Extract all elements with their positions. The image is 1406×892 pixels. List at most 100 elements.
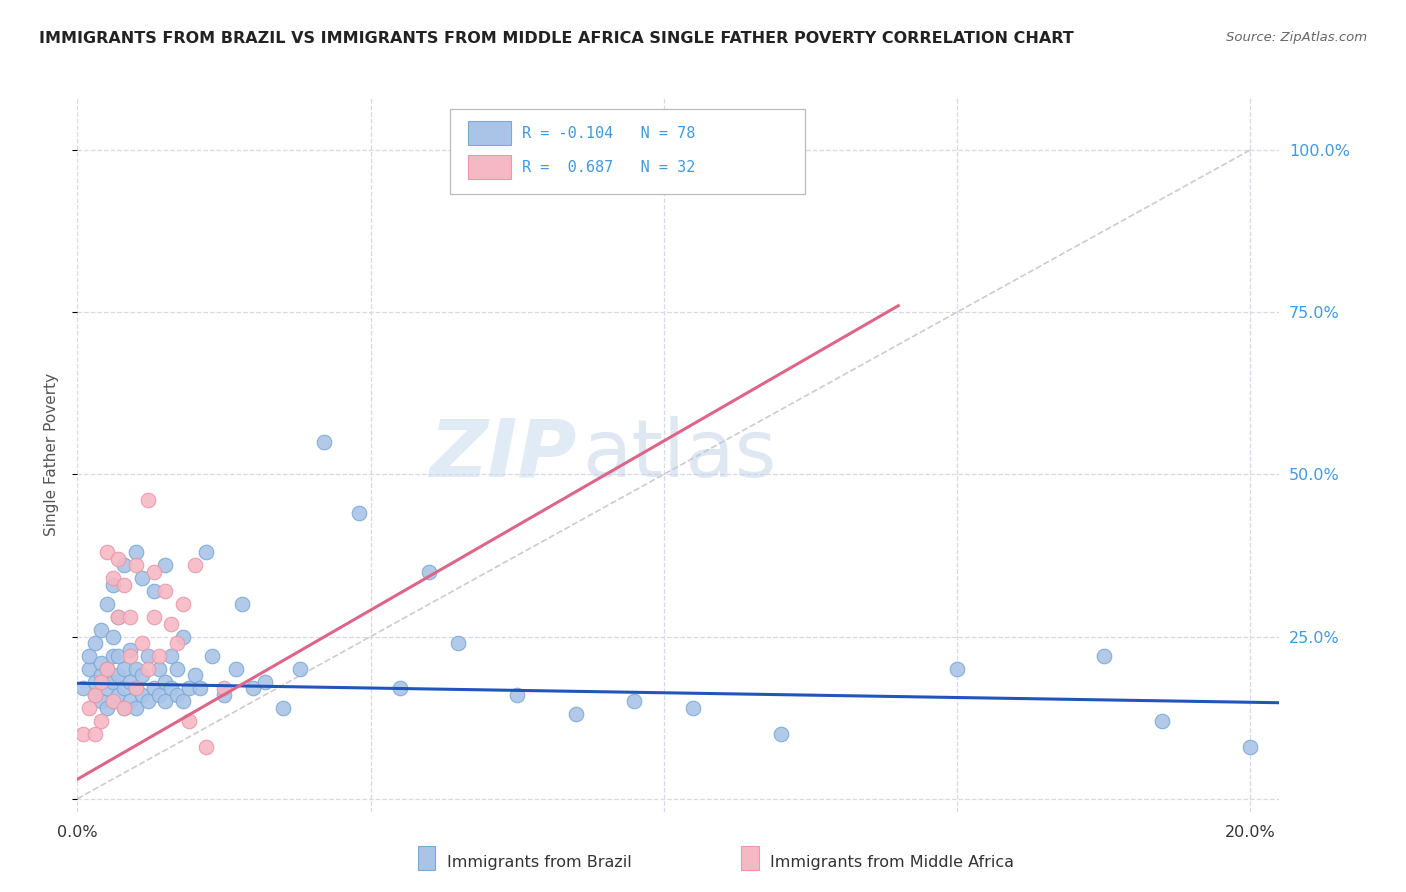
Point <box>190 681 212 696</box>
Point <box>125 681 148 696</box>
Point <box>90 623 112 637</box>
Point <box>172 694 194 708</box>
Point <box>101 694 124 708</box>
Point <box>148 688 170 702</box>
Point <box>166 662 188 676</box>
Point <box>565 707 588 722</box>
Point <box>90 694 112 708</box>
FancyBboxPatch shape <box>450 109 804 194</box>
Point <box>77 701 100 715</box>
Point <box>142 610 165 624</box>
Point <box>148 648 170 663</box>
Text: ZIP: ZIP <box>429 416 576 494</box>
Point <box>136 694 159 708</box>
Point <box>166 688 188 702</box>
Point <box>1152 714 1174 728</box>
Point <box>155 675 177 690</box>
Point <box>142 681 165 696</box>
Point <box>242 681 264 696</box>
Text: Immigrants from Brazil: Immigrants from Brazil <box>447 855 631 870</box>
Point <box>231 597 253 611</box>
Y-axis label: Single Father Poverty: Single Father Poverty <box>44 374 59 536</box>
Point <box>84 675 107 690</box>
Point <box>112 701 135 715</box>
Point <box>90 675 112 690</box>
Point <box>177 681 200 696</box>
Point <box>84 636 107 650</box>
Point <box>136 493 159 508</box>
Point <box>107 648 129 663</box>
Point <box>160 616 183 631</box>
Point <box>682 701 704 715</box>
Point <box>125 681 148 696</box>
Point <box>112 701 135 715</box>
Point <box>84 688 107 702</box>
Point <box>90 714 112 728</box>
Point <box>148 662 170 676</box>
Point <box>96 662 118 676</box>
Point <box>312 434 335 449</box>
Point <box>155 558 177 573</box>
Point <box>84 688 107 702</box>
Point <box>172 630 194 644</box>
Point <box>107 668 129 682</box>
Text: IMMIGRANTS FROM BRAZIL VS IMMIGRANTS FROM MIDDLE AFRICA SINGLE FATHER POVERTY CO: IMMIGRANTS FROM BRAZIL VS IMMIGRANTS FRO… <box>39 31 1074 46</box>
Point <box>120 642 142 657</box>
Point <box>120 675 142 690</box>
Point <box>107 688 129 702</box>
Point <box>142 565 165 579</box>
Point <box>112 681 135 696</box>
Point <box>107 610 129 624</box>
Point <box>131 636 153 650</box>
Point <box>96 545 118 559</box>
Point <box>77 662 100 676</box>
Point <box>101 571 124 585</box>
Point <box>96 701 118 715</box>
Point <box>506 688 529 702</box>
Point <box>84 727 107 741</box>
Point <box>120 610 142 624</box>
Point <box>142 584 165 599</box>
Point <box>112 577 135 591</box>
FancyBboxPatch shape <box>468 155 512 179</box>
Text: Immigrants from Middle Africa: Immigrants from Middle Africa <box>770 855 1015 870</box>
Point <box>177 714 200 728</box>
Point <box>131 668 153 682</box>
Point <box>155 584 177 599</box>
Point <box>212 688 235 702</box>
Point <box>120 694 142 708</box>
Point <box>101 675 124 690</box>
Point <box>90 668 112 682</box>
Point <box>136 662 159 676</box>
Point <box>447 636 470 650</box>
Point <box>120 648 142 663</box>
Text: Source: ZipAtlas.com: Source: ZipAtlas.com <box>1226 31 1367 45</box>
Point <box>1092 648 1115 663</box>
Point <box>96 597 118 611</box>
FancyBboxPatch shape <box>468 121 512 145</box>
Point <box>96 662 118 676</box>
Point <box>155 694 177 708</box>
Point <box>112 558 135 573</box>
Point <box>288 662 311 676</box>
Point <box>201 648 224 663</box>
Point <box>418 565 440 579</box>
Point <box>101 648 124 663</box>
Point <box>107 610 129 624</box>
Point <box>769 727 792 741</box>
Point <box>271 701 294 715</box>
Text: R = -0.104   N = 78: R = -0.104 N = 78 <box>522 126 696 141</box>
Text: atlas: atlas <box>582 416 776 494</box>
Point <box>112 662 135 676</box>
Point <box>96 681 118 696</box>
Point <box>101 577 124 591</box>
Point <box>183 668 205 682</box>
Point <box>131 688 153 702</box>
Point <box>347 506 370 520</box>
Point <box>101 694 124 708</box>
Point <box>90 656 112 670</box>
Point <box>212 681 235 696</box>
Point <box>77 648 100 663</box>
Point <box>946 662 969 676</box>
Point <box>183 558 205 573</box>
